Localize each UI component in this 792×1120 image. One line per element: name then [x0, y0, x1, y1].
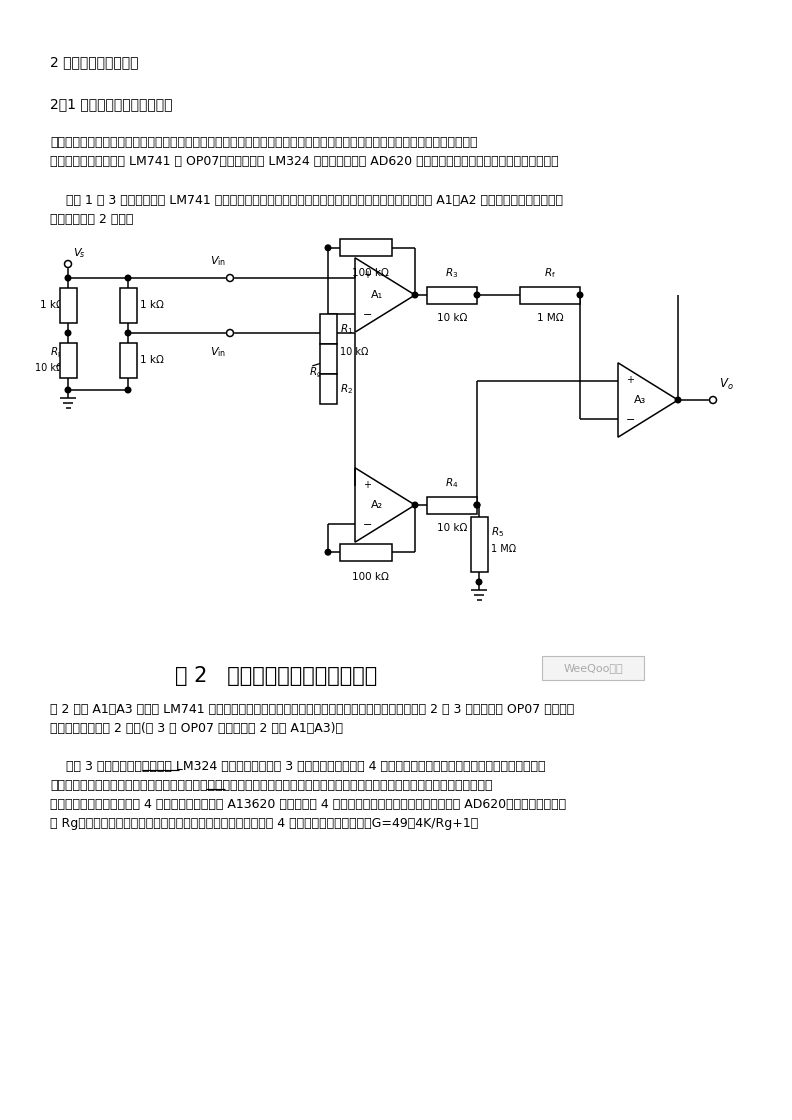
Text: 100 kΩ: 100 kΩ — [352, 268, 388, 278]
Text: 10 kΩ: 10 kΩ — [340, 346, 368, 356]
Bar — [470, 517, 488, 572]
Text: −: − — [626, 416, 635, 426]
Text: 阻 Rg，外加工作电源就可以使电路工作，因此设计效率最高。图 4 中电路增益计算公式为：G=49．4K/Rg+1。: 阻 Rg，外加工作电源就可以使电路工作，因此设计效率最高。图 4 中电路增益计算… — [50, 816, 478, 830]
Text: 1 kΩ: 1 kΩ — [140, 300, 164, 310]
Bar — [520, 287, 580, 304]
Circle shape — [65, 276, 70, 281]
Text: 方案 1 由 3 个通用型运放 LM741 组成三运放仪表放大器电路形式，辅以相关的电阻外围电路，加上 A1、A2 同相输入端的桥式信号输: 方案 1 由 3 个通用型运放 LM741 组成三运放仪表放大器电路形式，辅以相… — [50, 194, 563, 207]
Text: $R_{4}$: $R_{4}$ — [445, 476, 459, 491]
Circle shape — [476, 579, 482, 585]
Text: 图 2   由单运放组成的仪表放大器: 图 2 由单运放组成的仪表放大器 — [175, 666, 377, 685]
Bar — [427, 287, 477, 304]
Text: $V_{\!s}$: $V_{\!s}$ — [73, 246, 86, 260]
Text: 1 MΩ: 1 MΩ — [491, 544, 516, 554]
Circle shape — [474, 502, 480, 507]
Text: 方案 3 以一个四运放集成电路 LM324 为核心实现，如图 3 所示。它的特点是将 4 个功能独立的运放集成在同一个集成芯片里，这样: 方案 3 以一个四运放集成电路 LM324 为核心实现，如图 3 所示。它的特点… — [50, 760, 546, 773]
Text: WeeQoo维库: WeeQoo维库 — [563, 663, 623, 673]
Text: $R_{3}$: $R_{3}$ — [445, 267, 459, 280]
Text: 1 kΩ: 1 kΩ — [40, 300, 64, 310]
Text: $R_{\rm p}$: $R_{\rm p}$ — [50, 346, 63, 361]
Circle shape — [326, 550, 331, 556]
Text: $V_o$: $V_o$ — [719, 377, 733, 392]
Text: $V_{\rm in}$: $V_{\rm in}$ — [210, 254, 226, 268]
Circle shape — [412, 502, 418, 507]
Text: A₁: A₁ — [371, 290, 383, 300]
Circle shape — [125, 388, 131, 393]
Text: A₃: A₃ — [634, 395, 646, 405]
Circle shape — [125, 276, 131, 281]
Text: A₂: A₂ — [371, 500, 383, 510]
Circle shape — [676, 398, 681, 403]
Circle shape — [65, 388, 70, 393]
Circle shape — [474, 292, 480, 298]
Text: 10 kΩ: 10 kΩ — [35, 363, 63, 373]
Text: $R_{\rm f}$: $R_{\rm f}$ — [544, 267, 556, 280]
Circle shape — [710, 396, 717, 403]
Text: +: + — [626, 374, 634, 384]
Text: −: − — [363, 310, 372, 320]
Bar — [340, 240, 392, 256]
Text: 10 kΩ: 10 kΩ — [437, 523, 467, 533]
Bar — [319, 314, 337, 344]
Circle shape — [474, 502, 480, 507]
Text: $V_{\rm in}$: $V_{\rm in}$ — [210, 345, 226, 358]
Text: 件，文中分别以单运放 LM741 和 OP07，集成四运放 LM324 和单片集成芯片 AD620 为核心，设计出四种仪表放大器电路方案。: 件，文中分别以单运放 LM741 和 OP07，集成四运放 LM324 和单片集… — [50, 155, 558, 168]
Bar — [427, 496, 477, 513]
Bar — [120, 343, 136, 379]
Bar — [59, 288, 77, 323]
Text: −: − — [363, 521, 372, 531]
Bar — [120, 288, 136, 323]
Circle shape — [65, 330, 70, 336]
Text: +: + — [363, 479, 371, 489]
Bar — [319, 344, 337, 374]
Circle shape — [227, 329, 234, 336]
Text: 2．1 仪表放大器电路实现方案: 2．1 仪表放大器电路实现方案 — [50, 97, 173, 111]
Text: 可以大大减少各运放由于制造工艺不同带来的器件性能差异；采用统一的电源，有利于电源噪声的降低和电路性能指标的提高，且电路: 可以大大减少各运放由于制造工艺不同带来的器件性能差异；采用统一的电源，有利于电源… — [50, 780, 493, 792]
Text: 2 仪表放大器电路设计: 2 仪表放大器电路设计 — [50, 55, 139, 69]
Text: $R_{1}$: $R_{1}$ — [340, 321, 353, 336]
Bar — [319, 374, 337, 403]
Text: 入电路，如图 2 所示。: 入电路，如图 2 所示。 — [50, 213, 133, 226]
Text: $R_{g}$: $R_{g}$ — [310, 365, 323, 380]
Circle shape — [577, 292, 583, 298]
Circle shape — [412, 292, 418, 298]
Text: +: + — [363, 270, 371, 280]
Circle shape — [64, 261, 71, 268]
Text: 的基本工作原理不变。方案 4 由一个单片集成芯片 A13620 实现，如图 4 所示。它的特点是电路结构简单：一个 AD620，一个增益设置电: 的基本工作原理不变。方案 4 由一个单片集成芯片 A13620 实现，如图 4 … — [50, 797, 566, 811]
Text: 目前，仪表放大器电路的实现方法主要分为两大类：第一类由分立元件组合而成；另一类由单片集成芯片直接实现。根据现有元器: 目前，仪表放大器电路的实现方法主要分为两大类：第一类由分立元件组合而成；另一类由… — [50, 136, 478, 149]
Circle shape — [227, 274, 234, 281]
Circle shape — [326, 245, 331, 251]
Text: 路结构与原理和图 2 相同(用 3 个 OP07 分别代替图 2 中的 A1～A3)。: 路结构与原理和图 2 相同(用 3 个 OP07 分别代替图 2 中的 A1～A… — [50, 722, 343, 735]
Text: $R_{2}$: $R_{2}$ — [340, 382, 353, 395]
Bar — [340, 543, 392, 561]
Bar — [59, 343, 77, 379]
Circle shape — [125, 330, 131, 336]
Text: 1 MΩ: 1 MΩ — [537, 312, 563, 323]
Text: 1 kΩ: 1 kΩ — [140, 355, 164, 365]
Text: 10 kΩ: 10 kΩ — [437, 312, 467, 323]
Text: 图 2 中的 A1～A3 分别用 LM741 替换即可。电路的工作原理与典型仪表放大器电路完全相同。方案 2 由 3 个精密运放 OP07 组成，电: 图 2 中的 A1～A3 分别用 LM741 替换即可。电路的工作原理与典型仪表… — [50, 703, 574, 716]
Bar — [542, 656, 644, 680]
Text: 100 kΩ: 100 kΩ — [352, 572, 388, 582]
Text: $R_{5}$: $R_{5}$ — [491, 525, 505, 539]
